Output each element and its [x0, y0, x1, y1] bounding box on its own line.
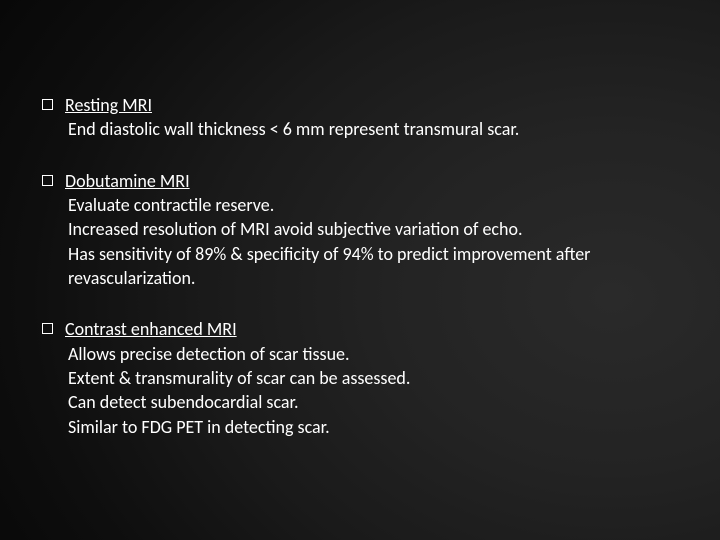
section-heading: Contrast enhanced MRI	[65, 318, 237, 341]
section-body: Evaluate contractile reserve. Increased …	[68, 193, 690, 290]
section-body: End diastolic wall thickness < 6 mm repr…	[68, 117, 690, 141]
body-line: Similar to FDG PET in detecting scar.	[68, 415, 690, 439]
body-line: Allows precise detection of scar tissue.	[68, 342, 690, 366]
body-line: Extent & transmurality of scar can be as…	[68, 366, 690, 390]
section-heading: Resting MRI	[65, 94, 152, 117]
section-heading: Dobutamine MRI	[65, 170, 190, 193]
body-line: Has sensitivity of 89% & specificity of …	[68, 242, 690, 291]
body-line: End diastolic wall thickness < 6 mm repr…	[68, 117, 690, 141]
heading-row: Resting MRI	[42, 94, 690, 117]
heading-row: Contrast enhanced MRI	[42, 318, 690, 341]
slide-content: Resting MRI End diastolic wall thickness…	[42, 94, 690, 467]
body-line: Increased resolution of MRI avoid subjec…	[68, 217, 690, 241]
square-bullet-icon	[42, 175, 53, 186]
square-bullet-icon	[42, 323, 53, 334]
section-dobutamine-mri: Dobutamine MRI Evaluate contractile rese…	[42, 170, 690, 291]
heading-row: Dobutamine MRI	[42, 170, 690, 193]
section-contrast-mri: Contrast enhanced MRI Allows precise det…	[42, 318, 690, 439]
body-line: Evaluate contractile reserve.	[68, 193, 690, 217]
body-line: Can detect subendocardial scar.	[68, 390, 690, 414]
section-resting-mri: Resting MRI End diastolic wall thickness…	[42, 94, 690, 142]
section-body: Allows precise detection of scar tissue.…	[68, 342, 690, 439]
square-bullet-icon	[42, 99, 53, 110]
